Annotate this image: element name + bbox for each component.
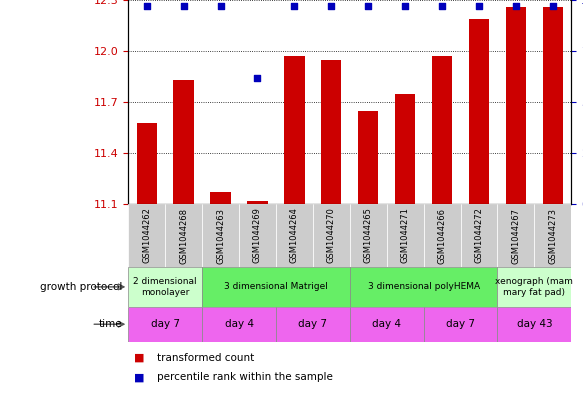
- Text: growth protocol: growth protocol: [40, 282, 122, 292]
- Bar: [535, 204, 571, 267]
- Bar: [497, 307, 571, 342]
- Text: day 7: day 7: [150, 319, 180, 329]
- Text: ■: ■: [134, 372, 145, 382]
- Bar: [424, 307, 497, 342]
- Text: GSM1044271: GSM1044271: [401, 208, 410, 263]
- Text: percentile rank within the sample: percentile rank within the sample: [157, 372, 333, 382]
- Bar: [247, 201, 268, 204]
- Bar: [202, 204, 239, 267]
- Point: [401, 3, 410, 9]
- Bar: [128, 267, 202, 307]
- Bar: [350, 204, 387, 267]
- Bar: [202, 267, 350, 307]
- Text: GSM1044267: GSM1044267: [511, 208, 521, 263]
- Point: [437, 3, 447, 9]
- Text: 3 dimensional Matrigel: 3 dimensional Matrigel: [224, 283, 328, 291]
- Text: GSM1044262: GSM1044262: [142, 208, 151, 263]
- Text: GSM1044263: GSM1044263: [216, 208, 225, 263]
- Text: GSM1044270: GSM1044270: [327, 208, 336, 263]
- Bar: [202, 307, 276, 342]
- Text: GSM1044264: GSM1044264: [290, 208, 299, 263]
- Point: [290, 3, 299, 9]
- Text: day 4: day 4: [224, 319, 254, 329]
- Bar: [313, 204, 350, 267]
- Text: transformed count: transformed count: [157, 353, 255, 363]
- Text: GSM1044265: GSM1044265: [364, 208, 373, 263]
- Bar: [387, 204, 424, 267]
- Point: [364, 3, 373, 9]
- Text: day 7: day 7: [446, 319, 475, 329]
- Bar: [128, 204, 165, 267]
- Bar: [165, 204, 202, 267]
- Bar: [432, 56, 452, 204]
- Text: 2 dimensional
monolayer: 2 dimensional monolayer: [134, 277, 197, 297]
- Bar: [469, 19, 489, 204]
- Text: GSM1044269: GSM1044269: [253, 208, 262, 263]
- Point: [142, 3, 152, 9]
- Bar: [506, 7, 526, 204]
- Bar: [358, 111, 378, 204]
- Point: [326, 3, 336, 9]
- Bar: [276, 307, 350, 342]
- Bar: [395, 94, 415, 204]
- Bar: [497, 267, 571, 307]
- Text: 3 dimensional polyHEMA: 3 dimensional polyHEMA: [368, 283, 480, 291]
- Bar: [239, 204, 276, 267]
- Text: day 7: day 7: [298, 319, 328, 329]
- Text: xenograph (mam
mary fat pad): xenograph (mam mary fat pad): [496, 277, 573, 297]
- Bar: [424, 204, 461, 267]
- Point: [475, 3, 484, 9]
- Bar: [210, 193, 231, 204]
- Text: GSM1044266: GSM1044266: [438, 208, 447, 263]
- Bar: [461, 204, 497, 267]
- Point: [511, 3, 521, 9]
- Bar: [543, 7, 563, 204]
- Bar: [136, 123, 157, 204]
- Point: [179, 3, 188, 9]
- Text: GSM1044273: GSM1044273: [549, 208, 557, 263]
- Point: [253, 75, 262, 81]
- Bar: [350, 267, 497, 307]
- Text: day 43: day 43: [517, 319, 552, 329]
- Text: GSM1044268: GSM1044268: [179, 208, 188, 263]
- Text: time: time: [99, 319, 122, 329]
- Text: GSM1044272: GSM1044272: [475, 208, 483, 263]
- Point: [548, 3, 557, 9]
- Bar: [350, 307, 424, 342]
- Bar: [497, 204, 535, 267]
- Bar: [321, 60, 342, 204]
- Bar: [276, 204, 313, 267]
- Text: ■: ■: [134, 353, 145, 363]
- Bar: [128, 307, 202, 342]
- Bar: [174, 80, 194, 204]
- Text: day 4: day 4: [372, 319, 401, 329]
- Point: [216, 3, 225, 9]
- Bar: [285, 56, 304, 204]
